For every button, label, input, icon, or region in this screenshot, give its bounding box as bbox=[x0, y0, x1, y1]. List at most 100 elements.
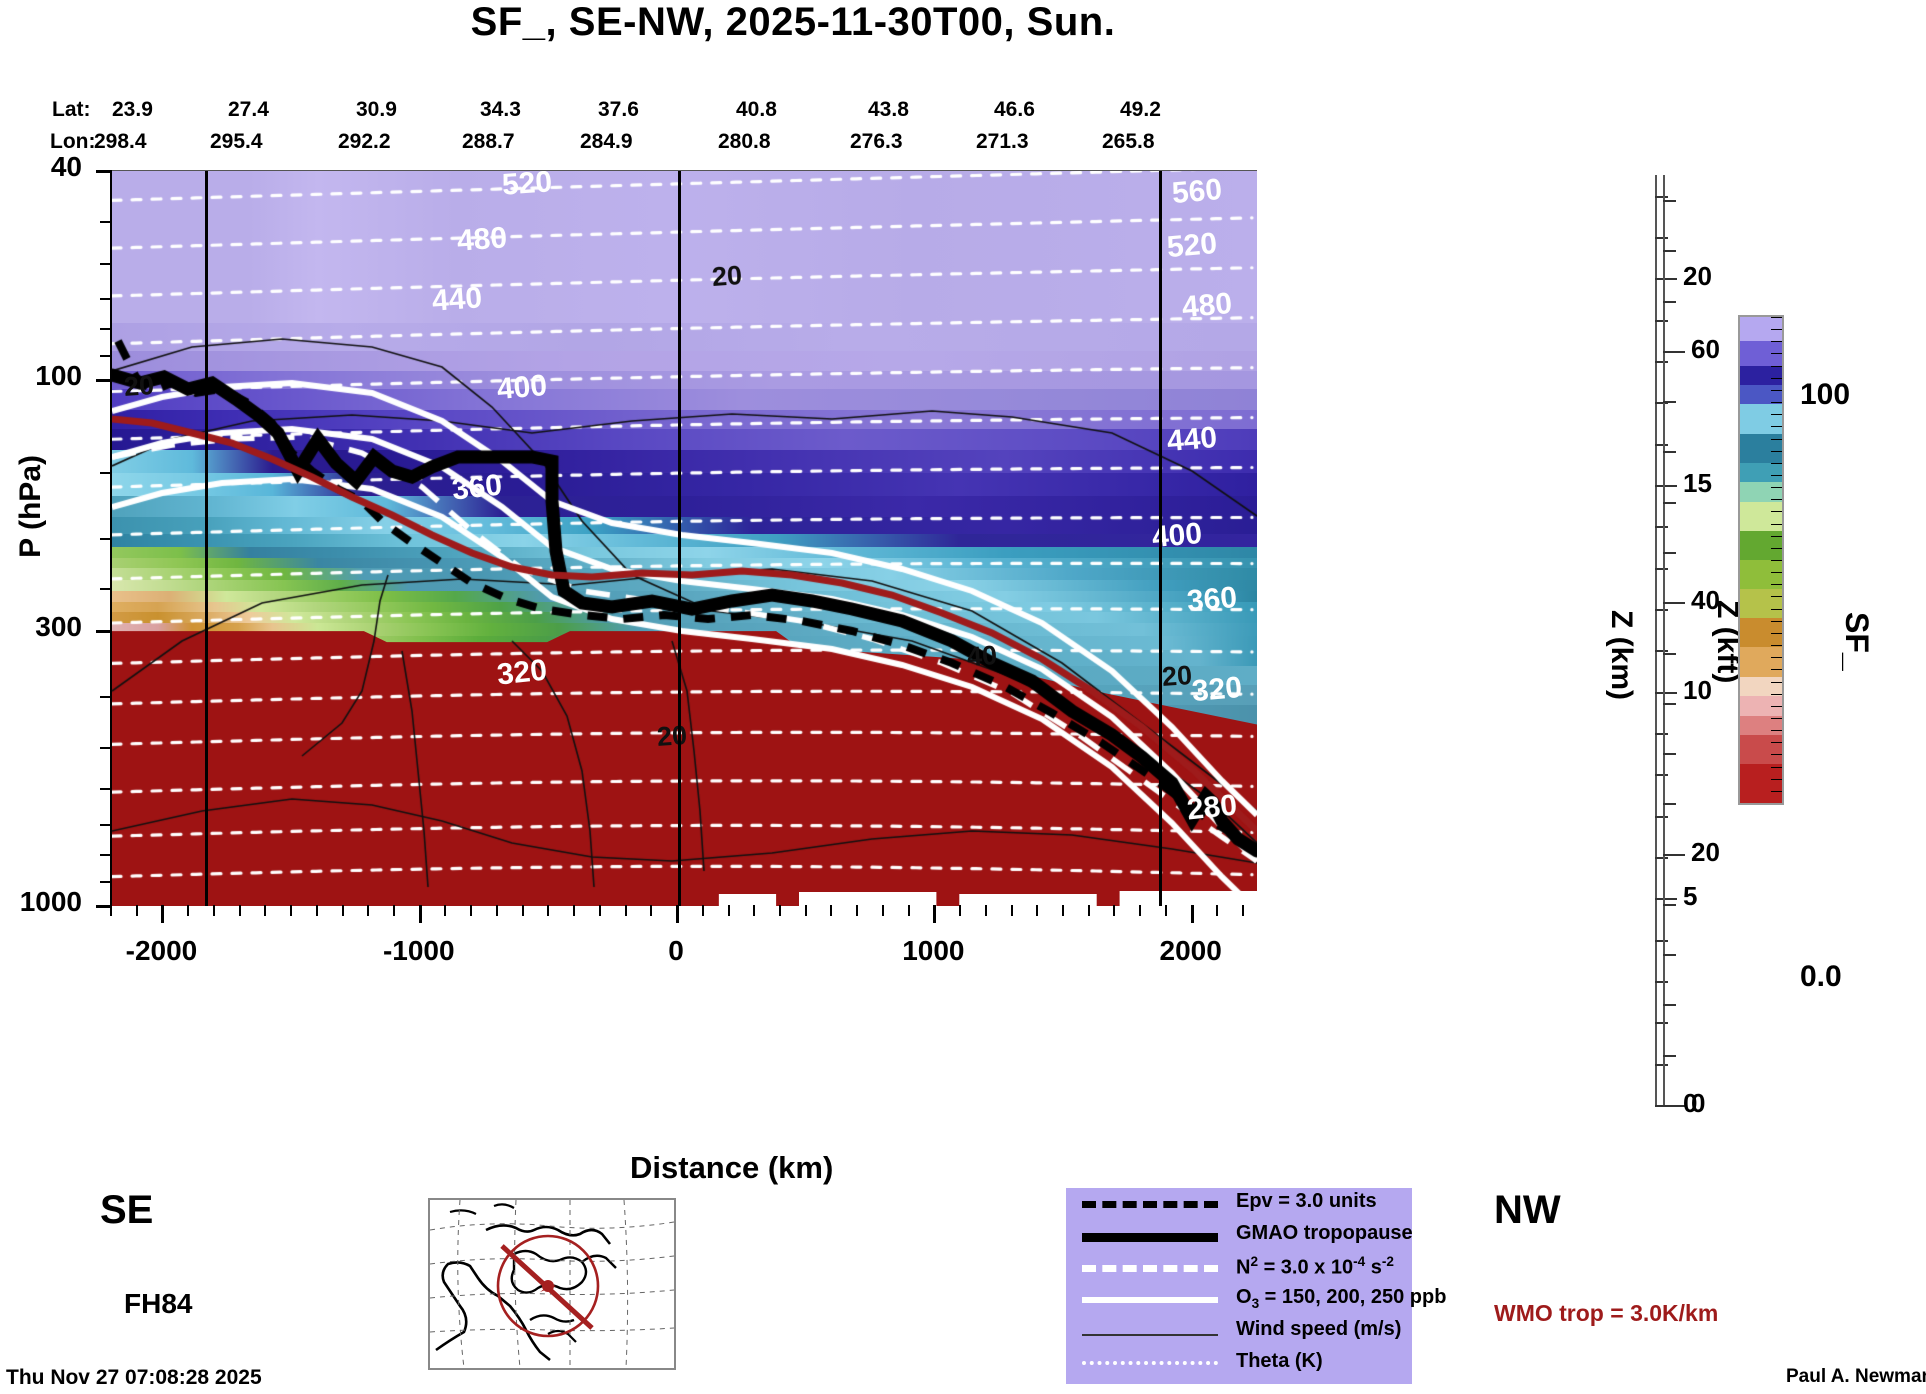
inset-locator-map[interactable] bbox=[428, 1198, 676, 1370]
z-kft-tick-label: 60 bbox=[1691, 333, 1720, 364]
colorbar-tick bbox=[1771, 803, 1782, 804]
z-km-tick-label: 10 bbox=[1683, 674, 1712, 705]
lon-value: 265.8 bbox=[1102, 130, 1155, 153]
transect-marker-line bbox=[204, 171, 208, 906]
colorbar-tick bbox=[1771, 669, 1782, 671]
colorbar-tick bbox=[1771, 742, 1782, 744]
theta-contour-label: 480 bbox=[1180, 286, 1234, 325]
transect-marker-line bbox=[678, 171, 682, 906]
colorbar-max-label: 100 bbox=[1800, 378, 1851, 411]
z-km-axis-title: Z (km) bbox=[1605, 610, 1638, 700]
colorbar-tick bbox=[1771, 511, 1782, 513]
colorbar-segment bbox=[1740, 433, 1782, 463]
theta-contour-label: 520 bbox=[1165, 226, 1219, 265]
z-kft-tick-label: 40 bbox=[1691, 585, 1720, 616]
legend-swatch-dotted-white bbox=[1082, 1361, 1218, 1365]
colorbar-tick bbox=[1771, 754, 1782, 756]
distance-axis-title: Distance (km) bbox=[630, 1150, 834, 1185]
theta-contour-label: 560 bbox=[1170, 172, 1224, 211]
theta-contour-label: 400 bbox=[495, 368, 549, 407]
colorbar-tick bbox=[1771, 717, 1782, 719]
direction-label-se: SE bbox=[100, 1188, 154, 1232]
lon-value: 292.2 bbox=[338, 130, 391, 153]
colorbar-tick bbox=[1771, 596, 1782, 598]
colorbar-segment bbox=[1740, 462, 1782, 483]
z-km-tick-label: 15 bbox=[1683, 468, 1712, 498]
pressure-tick-label: 300 bbox=[35, 611, 82, 643]
theta-contour-label: 440 bbox=[430, 281, 484, 318]
colorbar-tick bbox=[1771, 620, 1782, 622]
lon-value: 298.4 bbox=[94, 130, 147, 153]
distance-tick-label: -2000 bbox=[125, 935, 198, 966]
theta-contour-label: 480 bbox=[455, 221, 509, 258]
colorbar-tick bbox=[1771, 487, 1782, 489]
wind-contour-label: 20 bbox=[122, 369, 156, 403]
colorbar-tick bbox=[1771, 535, 1782, 537]
colorbar-tick bbox=[1771, 778, 1782, 780]
credit-label: Paul A. Newman (NASA bbox=[1786, 1366, 1926, 1387]
colorbar-segment bbox=[1740, 803, 1782, 804]
lon-value: 284.9 bbox=[580, 130, 633, 153]
z-kft-axis bbox=[1663, 175, 1685, 1107]
colorbar-tick bbox=[1771, 608, 1782, 610]
z-kft-tick-label: 20 bbox=[1691, 836, 1720, 867]
colorbar-segment bbox=[1740, 589, 1782, 619]
cross-section-plot[interactable]: 520 480 440 400 360 320 280 560 520 480 440 400 360 3… bbox=[110, 170, 1257, 906]
theta-contour-label: 320 bbox=[495, 653, 549, 692]
lat-value: 46.6 bbox=[994, 98, 1035, 121]
theta-contour-label: 520 bbox=[500, 170, 554, 202]
lat-value: 43.8 bbox=[868, 98, 909, 121]
lat-value: 49.2 bbox=[1120, 98, 1161, 121]
pressure-tick-label: 100 bbox=[35, 360, 82, 392]
colorbar-tick bbox=[1771, 474, 1782, 476]
legend-label: Epv = 3.0 units bbox=[1236, 1190, 1377, 1212]
colorbar-tick bbox=[1771, 365, 1782, 367]
transect-marker-line bbox=[1159, 171, 1163, 906]
theta-contour-label: 320 bbox=[1190, 670, 1244, 709]
distance-tick-label: 0 bbox=[668, 935, 684, 966]
wind-contour-label: 20 bbox=[655, 719, 689, 753]
pressure-tick-label: 40 bbox=[50, 151, 82, 182]
lat-value: 34.3 bbox=[480, 98, 521, 121]
colorbar-segment bbox=[1740, 764, 1782, 803]
legend-label: Wind speed (m/s) bbox=[1236, 1318, 1402, 1340]
theta-contour-label: 280 bbox=[1185, 788, 1239, 827]
colorbar-tick bbox=[1771, 681, 1782, 683]
legend-swatch-dashed-white bbox=[1082, 1265, 1218, 1272]
theta-contour-label: 360 bbox=[1185, 580, 1239, 619]
colorbar-segment bbox=[1740, 696, 1782, 716]
wind-contour-label: 20 bbox=[710, 259, 744, 293]
distance-tick-label: 1000 bbox=[902, 935, 965, 966]
legend-swatch-solid-thick-black bbox=[1082, 1233, 1218, 1242]
forecast-hour-label: FH84 bbox=[124, 1288, 193, 1319]
colorbar-tick bbox=[1771, 462, 1782, 464]
legend-swatch-dashed-black bbox=[1082, 1201, 1218, 1208]
colorbar-tick bbox=[1771, 499, 1782, 501]
colorbar-tick bbox=[1771, 353, 1782, 355]
colorbar-tick bbox=[1771, 645, 1782, 647]
lat-value: 37.6 bbox=[598, 98, 639, 121]
colorbar-tick bbox=[1771, 329, 1782, 331]
legend-label: O3 = 150, 200, 250 ppb bbox=[1236, 1286, 1447, 1311]
colorbar-tick bbox=[1771, 632, 1782, 634]
colorbar-segment bbox=[1740, 365, 1782, 386]
colorbar-tick bbox=[1771, 450, 1782, 452]
lon-value: 295.4 bbox=[210, 130, 263, 153]
colorbar-tick bbox=[1771, 317, 1782, 318]
z-km-axis bbox=[1655, 175, 1677, 1107]
lon-row-label: Lon: bbox=[50, 130, 96, 153]
legend-swatch-thin-black bbox=[1082, 1334, 1218, 1336]
page-title: SF_, SE-NW, 2025-11-30T00, Sun. bbox=[470, 0, 1116, 44]
colorbar-tick bbox=[1771, 705, 1782, 707]
wind-contour-label: 40 bbox=[965, 639, 999, 673]
lon-value: 280.8 bbox=[718, 130, 771, 153]
z-km-tick-label: 0 bbox=[1683, 1088, 1698, 1118]
colorbar-segment bbox=[1740, 734, 1782, 765]
colorbar[interactable] bbox=[1738, 315, 1784, 805]
inset-map-graphic bbox=[430, 1200, 674, 1368]
colorbar-tick bbox=[1771, 657, 1782, 659]
lon-value: 288.7 bbox=[462, 130, 515, 153]
colorbar-tick bbox=[1771, 341, 1782, 343]
colorbar-segment bbox=[1740, 676, 1782, 697]
colorbar-tick bbox=[1771, 389, 1782, 391]
